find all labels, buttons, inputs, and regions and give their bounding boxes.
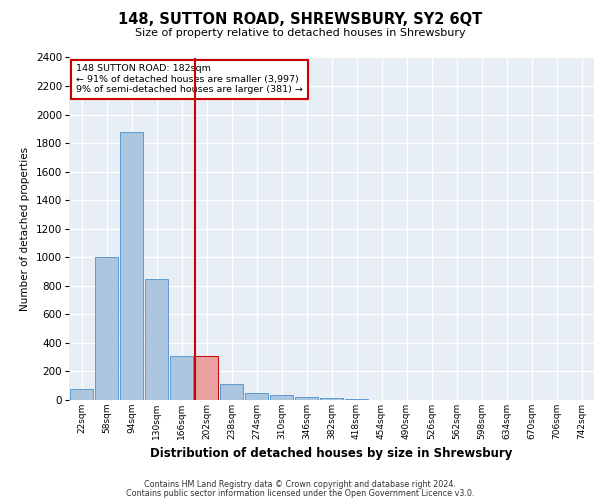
Text: 148, SUTTON ROAD, SHREWSBURY, SY2 6QT: 148, SUTTON ROAD, SHREWSBURY, SY2 6QT <box>118 12 482 28</box>
Bar <box>145 278 168 400</box>
X-axis label: Distribution of detached houses by size in Shrewsbury: Distribution of detached houses by size … <box>151 448 512 460</box>
Text: Size of property relative to detached houses in Shrewsbury: Size of property relative to detached ho… <box>134 28 466 38</box>
Bar <box>120 132 143 400</box>
Bar <box>170 356 193 400</box>
Text: Contains public sector information licensed under the Open Government Licence v3: Contains public sector information licen… <box>126 488 474 498</box>
Bar <box>195 356 218 400</box>
Text: Contains HM Land Registry data © Crown copyright and database right 2024.: Contains HM Land Registry data © Crown c… <box>144 480 456 489</box>
Bar <box>220 384 243 400</box>
Bar <box>245 393 268 400</box>
Bar <box>95 256 118 400</box>
Bar <box>70 388 93 400</box>
Y-axis label: Number of detached properties: Number of detached properties <box>20 146 30 311</box>
Bar <box>270 395 293 400</box>
Text: 148 SUTTON ROAD: 182sqm
← 91% of detached houses are smaller (3,997)
9% of semi-: 148 SUTTON ROAD: 182sqm ← 91% of detache… <box>76 64 303 94</box>
Bar <box>295 397 318 400</box>
Bar <box>320 398 343 400</box>
